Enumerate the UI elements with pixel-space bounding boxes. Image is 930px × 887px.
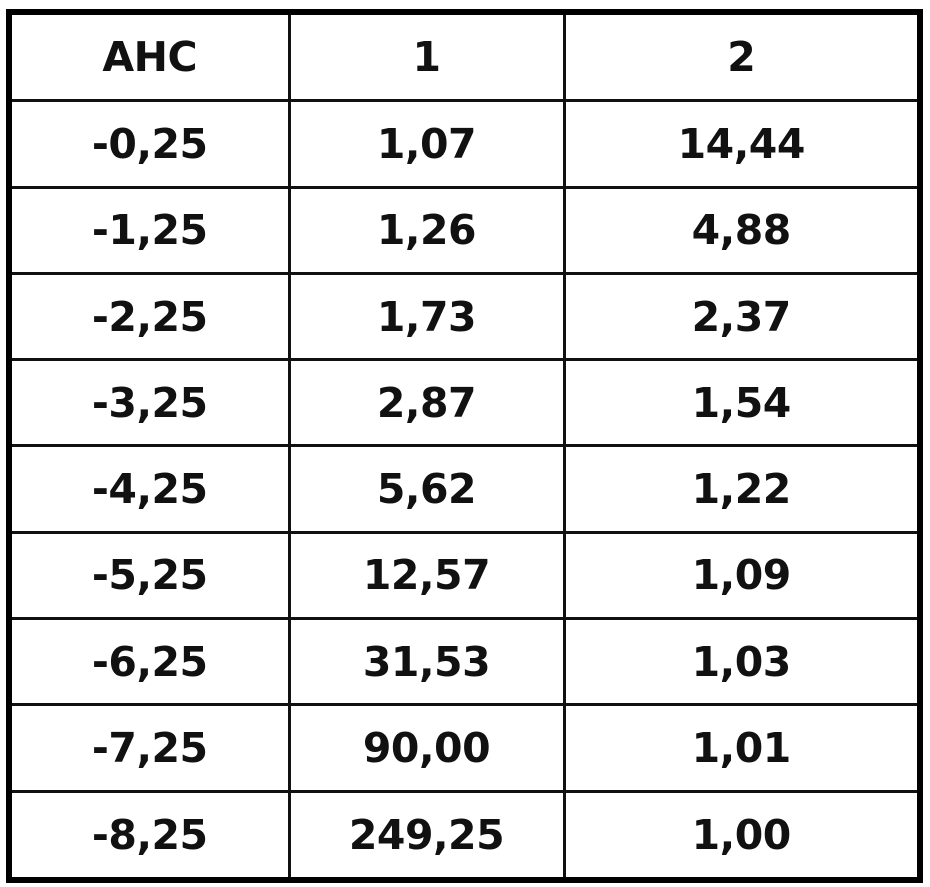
ahc-cell: -1,25 (7, 185, 291, 275)
table-row: -4,25 5,62 1,22 (7, 444, 922, 534)
table-row: -2,25 1,73 2,37 (7, 271, 922, 362)
table-row: -8,25 249,25 1,00 (7, 789, 922, 882)
col-1-cell: 1,73 (287, 271, 566, 362)
ahc-cell: -6,25 (7, 617, 291, 707)
col-1-cell: 12,57 (287, 530, 566, 621)
header-cell-ahc: AHC (7, 10, 291, 103)
ahc-cell: -8,25 (7, 789, 291, 882)
col-1-cell: 90,00 (287, 703, 566, 793)
table-row: -0,25 1,07 14,44 (7, 99, 922, 189)
ahc-cell: -0,25 (7, 99, 291, 189)
col-2-cell: 4,88 (562, 185, 922, 275)
col-1-cell: 31,53 (287, 617, 566, 707)
ahc-cell: -5,25 (7, 530, 291, 621)
col-2-cell: 1,01 (562, 703, 922, 793)
table-row: -3,25 2,87 1,54 (7, 358, 922, 448)
col-2-cell: 1,03 (562, 617, 922, 707)
col-2-cell: 1,54 (562, 358, 922, 448)
ahc-cell: -3,25 (7, 358, 291, 448)
col-2-cell: 1,00 (562, 789, 922, 882)
odds-table: AHC 1 2 -0,25 1,07 14,44 -1,25 1,26 4,88 -2,25… (6, 9, 923, 883)
ahc-cell: -2,25 (7, 271, 291, 362)
col-2-cell: 14,44 (562, 99, 922, 189)
col-2-cell: 2,37 (562, 271, 922, 362)
col-1-cell: 2,87 (287, 358, 566, 448)
ahc-cell: -7,25 (7, 703, 291, 793)
col-1-cell: 249,25 (287, 789, 566, 882)
table-body: AHC 1 2 -0,25 1,07 14,44 -1,25 1,26 4,88 -2,25… (7, 10, 922, 882)
table-row: -5,25 12,57 1,09 (7, 530, 922, 621)
col-1-cell: 1,07 (287, 99, 566, 189)
header-row: AHC 1 2 (7, 10, 922, 103)
header-cell-2: 2 (562, 10, 922, 103)
table-row: -7,25 90,00 1,01 (7, 703, 922, 793)
table-row: -1,25 1,26 4,88 (7, 185, 922, 275)
col-1-cell: 5,62 (287, 444, 566, 534)
col-2-cell: 1,09 (562, 530, 922, 621)
table-row: -6,25 31,53 1,03 (7, 617, 922, 707)
ahc-cell: -4,25 (7, 444, 291, 534)
col-1-cell: 1,26 (287, 185, 566, 275)
col-2-cell: 1,22 (562, 444, 922, 534)
header-cell-1: 1 (287, 10, 566, 103)
